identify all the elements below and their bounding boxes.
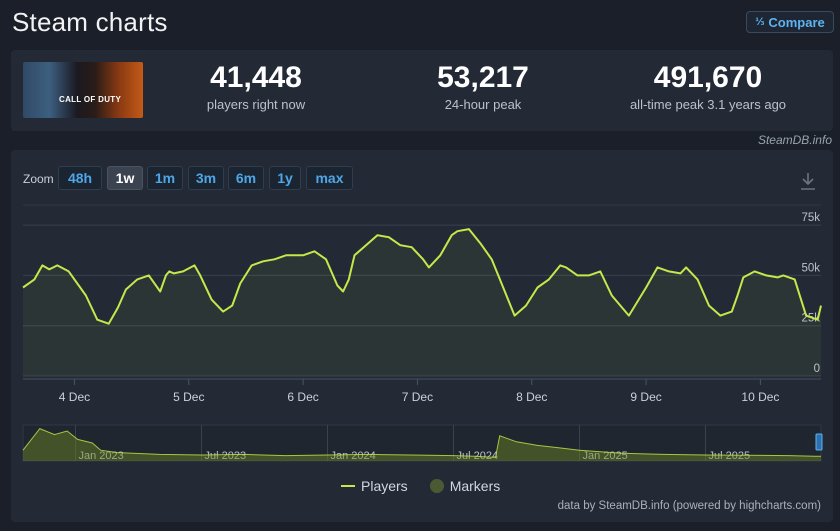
stats-panel: CALL OF DUTY 41,448 players right now 53… [11, 50, 833, 131]
zoom-48h-button[interactable]: 48h [58, 166, 102, 190]
zoom-label: Zoom [23, 172, 54, 186]
stat-label: players right now [206, 97, 306, 112]
x-tick-label: 6 Dec [287, 390, 318, 404]
legend-marker-swatch [429, 479, 444, 493]
chart-legend: Players Markers [341, 478, 500, 494]
chart-panel: Zoom 48h 1w 1m 3m 6m 1y max 0 25k 50k 75k 4 … [11, 150, 833, 522]
x-tick-label: 9 Dec [630, 390, 661, 404]
navigator-area [23, 428, 821, 461]
y-tick-label: 50k [801, 262, 820, 274]
zoom-1m-button[interactable]: 1m [147, 166, 183, 190]
stat-all-time-peak: 491,670 all-time peak 3.1 years ago [608, 60, 808, 112]
page-title: Steam charts [12, 7, 168, 37]
y-tick-label: 0 [814, 363, 820, 375]
download-icon[interactable] [800, 172, 816, 190]
zoom-max-button[interactable]: max [306, 166, 353, 190]
legend-line-swatch [341, 485, 355, 487]
players-area [23, 229, 821, 376]
compare-label: Compare [768, 14, 825, 30]
x-tick-label: 10 Dec [741, 390, 779, 404]
zoom-3m-button[interactable]: 3m [188, 166, 224, 190]
x-tick-label: 7 Dec [402, 390, 433, 404]
navigator-line [22, 427, 821, 458]
legend-markers[interactable]: Markers [429, 478, 501, 494]
players-line [22, 228, 822, 325]
x-tick-label: 4 Dec [59, 390, 90, 404]
x-tick-label: 5 Dec [173, 390, 204, 404]
compare-icon: ⅓ [755, 16, 765, 28]
zoom-6m-button[interactable]: 6m [228, 166, 264, 190]
legend-markers-label: Markers [449, 478, 501, 494]
compare-button[interactable]: ⅓ Compare [746, 11, 834, 33]
stat-current-players: 41,448 players right now [156, 60, 356, 112]
zoom-1y-button[interactable]: 1y [269, 166, 301, 190]
x-tick-label: 8 Dec [516, 390, 547, 404]
zoom-1w-button[interactable]: 1w [107, 166, 143, 190]
stat-value: 53,217 [437, 61, 529, 94]
navigator-handle[interactable] [815, 433, 823, 451]
legend-players[interactable]: Players [341, 478, 408, 494]
stat-24h-peak: 53,217 24-hour peak [383, 60, 583, 112]
navigator-label: Jul 2025 [709, 450, 751, 462]
stat-value: 41,448 [210, 61, 302, 94]
navigator-label: Jan 2024 [331, 450, 376, 462]
legend-players-label: Players [361, 478, 408, 494]
stat-value: 491,670 [653, 61, 763, 94]
game-cover-logo: CALL OF DUTY [59, 95, 122, 104]
y-tick-label: 75k [801, 212, 820, 224]
highcharts-credit[interactable]: data by SteamDB.info (powered by highcha… [557, 500, 821, 512]
navigator-label: Jan 2023 [79, 450, 124, 462]
stat-label: 24-hour peak [444, 97, 522, 112]
navigator-label: Jul 2023 [205, 450, 247, 462]
game-cover-image[interactable]: CALL OF DUTY [23, 62, 143, 118]
stat-label: all-time peak 3.1 years ago [629, 97, 787, 112]
steamdb-credit-link[interactable]: SteamDB.info [757, 133, 832, 147]
